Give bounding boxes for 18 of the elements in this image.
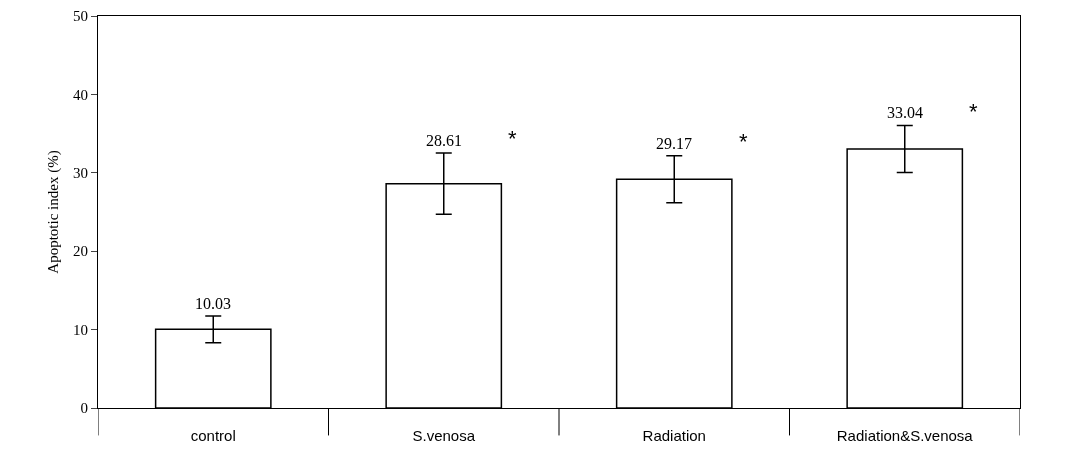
annotation: *	[508, 126, 517, 151]
y-tick-label: 50	[73, 8, 88, 25]
data-label: 28.61	[426, 132, 462, 149]
data-label: 33.04	[887, 104, 923, 121]
y-axis-title: Apoptotic index (%)	[45, 150, 62, 274]
data-label: 29.17	[656, 135, 692, 152]
data-label: 10.03	[195, 295, 231, 312]
annotation: *	[969, 99, 978, 124]
y-tick-label: 0	[80, 400, 88, 417]
y-tick-label: 30	[73, 165, 88, 182]
y-tick-label: 40	[73, 86, 88, 103]
x-tick-label: Radiation	[642, 427, 706, 444]
x-tick-label: S.venosa	[412, 427, 476, 444]
annotation: *	[739, 129, 748, 154]
y-tick-label: 10	[73, 321, 88, 338]
x-tick-label: control	[190, 427, 236, 444]
y-tick-label: 20	[73, 243, 88, 260]
x-tick-label: Radiation&S.venosa	[836, 427, 974, 444]
